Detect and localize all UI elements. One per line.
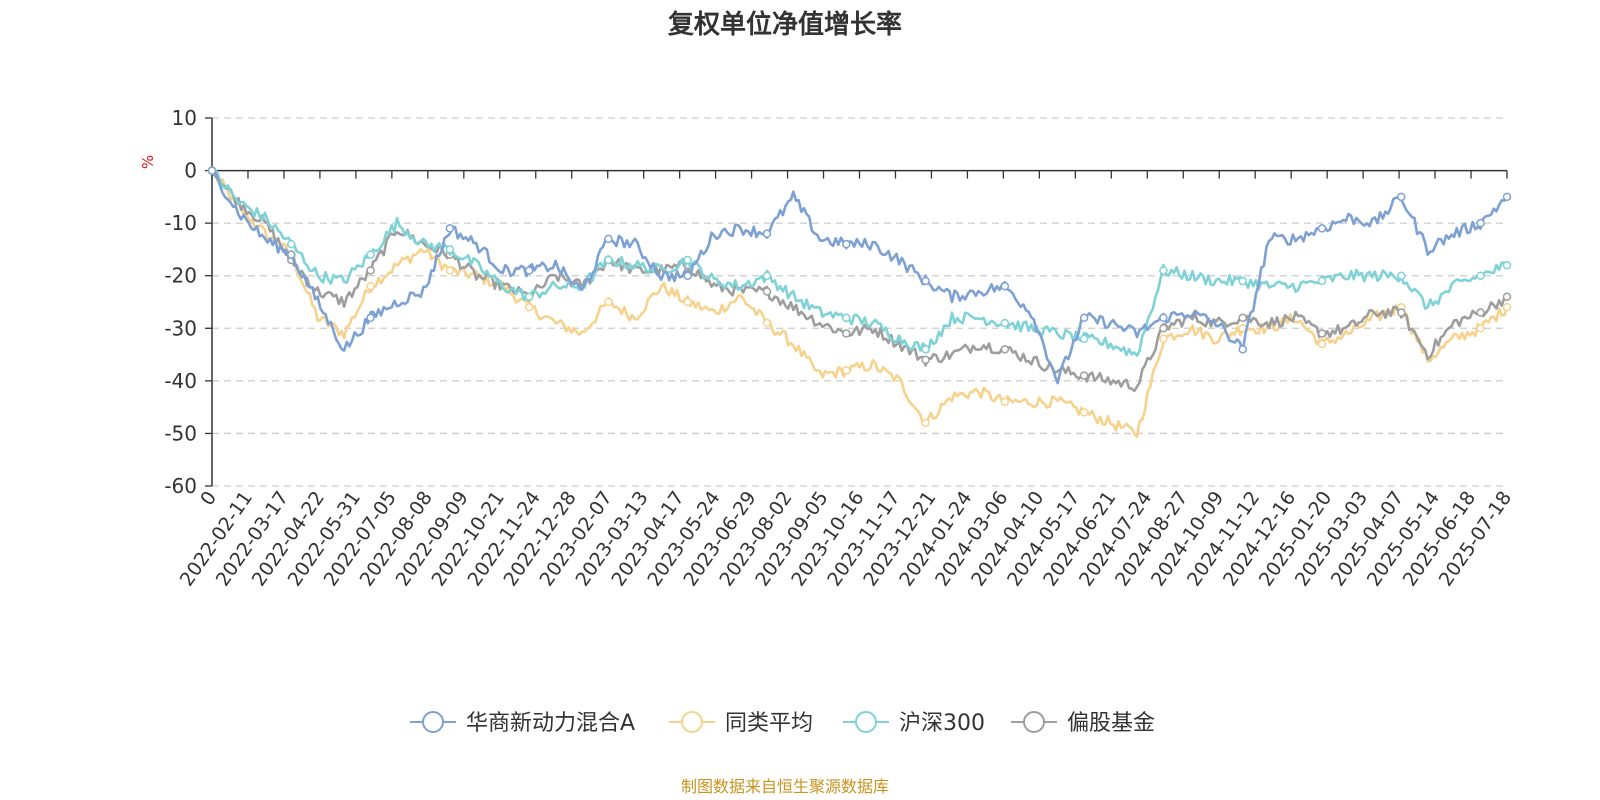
series-point [604, 255, 613, 265]
y-tick-label: 0 [184, 159, 197, 183]
series-point [1159, 334, 1168, 344]
series-point [1317, 224, 1327, 233]
series-point [683, 297, 692, 307]
series-point [1476, 324, 1485, 333]
legend-label: 同类平均 [725, 711, 813, 736]
series-point [1397, 271, 1406, 280]
series-point [524, 266, 534, 275]
series-line [211, 169, 1509, 438]
series-point [921, 276, 930, 286]
series-point [1238, 345, 1247, 354]
series-point [1502, 260, 1512, 270]
series-point [1159, 266, 1168, 275]
series-point [683, 271, 692, 280]
legend-item[interactable]: 同类平均 [669, 711, 813, 736]
series-lines [207, 166, 1512, 438]
legend[interactable]: 华商新动力混合A 同类平均 沪深300 偏股基金 [410, 711, 1155, 736]
series-point [842, 366, 851, 375]
data-source-note: 制图数据来自恒生聚源数据库 [681, 777, 889, 796]
y-tick-label: -10 [164, 211, 197, 235]
series-point [366, 250, 375, 259]
legend-swatch-circle [681, 711, 703, 733]
legend-swatch-circle [422, 711, 444, 733]
series-point [762, 229, 772, 238]
legend-swatch-circle [855, 711, 877, 733]
axes: 100-10-20-30-40-50-6002022-02-112022-03-… [164, 106, 1516, 590]
series-point [921, 345, 930, 354]
series-point [604, 297, 613, 307]
series-line [211, 169, 1509, 385]
series-point [842, 313, 851, 323]
series-point [1238, 313, 1247, 323]
series-point [1502, 292, 1512, 301]
series-point [1079, 334, 1089, 344]
legend-item[interactable]: 沪深300 [843, 711, 985, 736]
series-point [287, 239, 296, 249]
series-point [1000, 397, 1010, 407]
series-point [1476, 308, 1485, 317]
series-point [1317, 276, 1327, 286]
series-point [1159, 313, 1168, 323]
series-point [366, 313, 375, 323]
series-point [1476, 271, 1485, 280]
series-point [366, 266, 375, 275]
series-point [1317, 339, 1327, 349]
series-point [1397, 308, 1406, 317]
series-point [604, 234, 613, 244]
y-tick-label: -50 [164, 421, 197, 445]
series-point [1079, 371, 1089, 380]
series-line [211, 167, 1508, 357]
x-tick-label: 0 [196, 487, 221, 510]
y-axis-unit-label: % [139, 155, 157, 169]
series-point [287, 250, 296, 259]
series-point [524, 303, 534, 312]
legend-label: 华商新动力混合A [466, 711, 635, 736]
series-point [921, 418, 930, 428]
series-point [1079, 313, 1089, 323]
chart-title: 复权单位净值增长率 [668, 9, 902, 40]
y-tick-label: -30 [164, 316, 197, 340]
y-tick-label: -40 [164, 369, 197, 393]
series-point [842, 329, 851, 338]
series-point [1000, 281, 1010, 291]
legend-item[interactable]: 华商新动力混合A [410, 711, 635, 736]
series-point [1079, 408, 1089, 417]
series-point [683, 255, 692, 265]
series-point [1159, 324, 1168, 333]
series-point [762, 318, 772, 328]
series-point [1238, 276, 1247, 286]
series-point [1502, 303, 1512, 312]
legend-swatch-circle [1023, 711, 1045, 733]
y-tick-label: 10 [172, 106, 197, 130]
series-point [1317, 329, 1327, 338]
series-point [1397, 192, 1406, 202]
legend-label: 沪深300 [899, 711, 985, 736]
series-point [1502, 192, 1512, 202]
series-point [445, 224, 455, 233]
legend-item[interactable]: 偏股基金 [1011, 711, 1155, 736]
series-point [762, 287, 772, 296]
series-point [762, 271, 772, 280]
y-tick-label: -20 [164, 264, 197, 288]
series-point [1476, 218, 1485, 228]
series-point [524, 292, 534, 301]
series-point [1000, 318, 1010, 328]
legend-label: 偏股基金 [1067, 711, 1155, 736]
series-point [207, 166, 217, 175]
y-tick-label: -60 [164, 474, 197, 498]
series-point [445, 245, 455, 254]
series-point [921, 355, 930, 365]
series-point [842, 239, 851, 249]
series-point [1000, 345, 1010, 354]
series-point [366, 281, 375, 291]
series-point [445, 266, 455, 275]
